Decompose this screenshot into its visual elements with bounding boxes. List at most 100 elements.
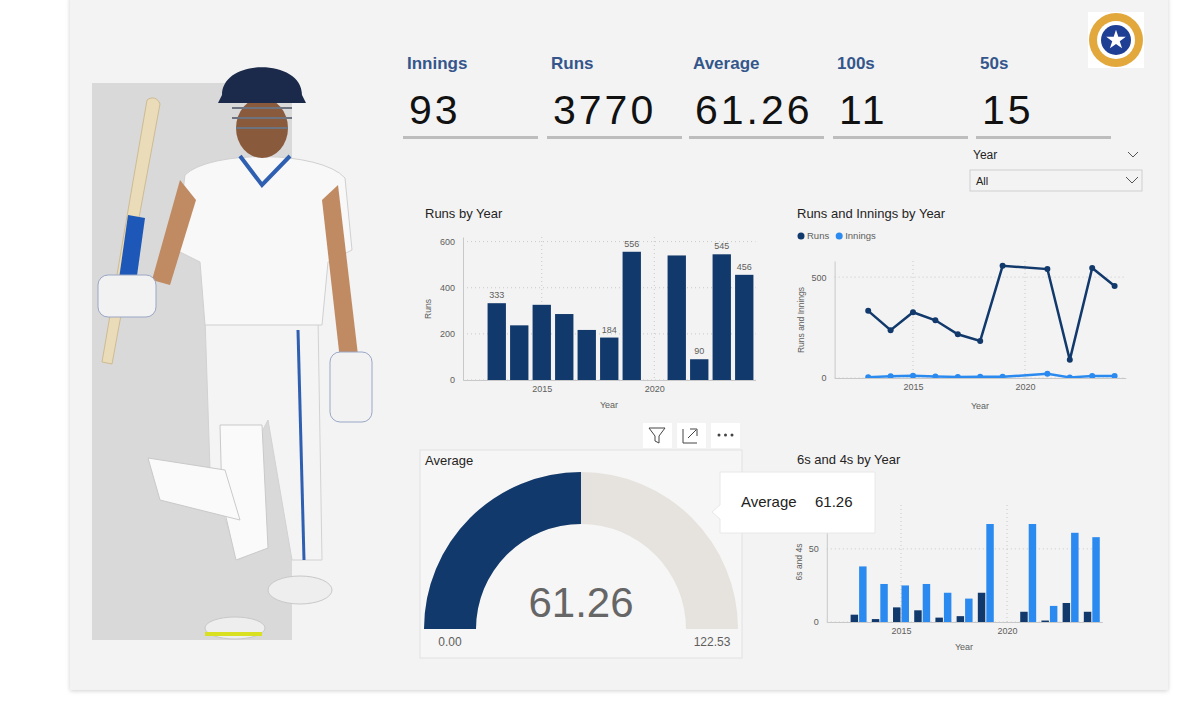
tooltip: Average 61.26 bbox=[712, 472, 875, 533]
bar bbox=[859, 566, 866, 622]
tick: 400 bbox=[440, 283, 463, 293]
bar bbox=[872, 619, 879, 622]
kpi-label: 100s bbox=[837, 54, 875, 73]
point bbox=[888, 373, 894, 378]
gauge-track bbox=[424, 472, 738, 629]
point bbox=[888, 327, 894, 333]
chart-title: 6s and 4s by Year bbox=[797, 452, 901, 467]
bar bbox=[986, 524, 993, 622]
kpi-value: 11 bbox=[839, 87, 888, 133]
data-label: 556 bbox=[624, 239, 639, 249]
data-label: 90 bbox=[694, 346, 704, 356]
point bbox=[955, 374, 961, 378]
more-options-button[interactable] bbox=[711, 423, 740, 448]
tick: 2015 bbox=[891, 622, 911, 636]
point bbox=[1000, 374, 1006, 378]
axis-line bbox=[464, 380, 757, 381]
grid-line bbox=[901, 505, 902, 622]
tick: 0 bbox=[450, 375, 463, 385]
slicer-selection[interactable]: All bbox=[976, 175, 988, 187]
tick-label: 0 bbox=[450, 375, 455, 385]
chart: Runs and Innings by Year201520200500Year… bbox=[796, 206, 1126, 411]
grid-line bbox=[835, 277, 1126, 278]
tick-label: 2020 bbox=[1015, 382, 1035, 392]
visual-header[interactable] bbox=[643, 423, 740, 448]
axis-title: Runs and Innings bbox=[796, 287, 806, 353]
data-label: 333 bbox=[489, 290, 504, 300]
slicer-label: Year bbox=[973, 148, 997, 162]
chart-title: Average bbox=[425, 453, 473, 468]
axis-line bbox=[463, 238, 464, 381]
kpi-card: Innings93 bbox=[403, 54, 538, 139]
slicer[interactable]: Year All bbox=[970, 148, 1142, 191]
kpi-underline bbox=[689, 136, 824, 139]
bar bbox=[957, 616, 964, 622]
dropdown[interactable] bbox=[970, 170, 1142, 191]
tick-label: 500 bbox=[812, 273, 827, 283]
kpi-underline bbox=[833, 136, 968, 139]
kpi-label: Innings bbox=[407, 54, 467, 73]
axis-line bbox=[835, 262, 836, 379]
grid-line bbox=[654, 237, 655, 380]
tooltip-label: Average bbox=[741, 493, 797, 510]
point bbox=[1000, 263, 1006, 269]
line bbox=[868, 374, 1114, 378]
point bbox=[910, 309, 916, 315]
bar bbox=[935, 618, 942, 622]
tick-label: 2015 bbox=[532, 384, 552, 394]
bar bbox=[914, 610, 921, 622]
axis-line bbox=[827, 622, 1103, 623]
point bbox=[955, 331, 961, 337]
tooltip-value: 61.26 bbox=[815, 493, 853, 510]
bar bbox=[1092, 537, 1099, 622]
bar bbox=[1071, 533, 1078, 622]
chevron[interactable] bbox=[1128, 152, 1138, 157]
point bbox=[1112, 373, 1118, 378]
axis: 0200400600 bbox=[440, 237, 464, 385]
tick: 2020 bbox=[1015, 378, 1035, 392]
kpi-label: Average bbox=[693, 54, 759, 73]
bar bbox=[623, 252, 641, 380]
kpi-underline bbox=[547, 136, 682, 139]
chart-title: Runs and Innings by Year bbox=[797, 206, 946, 221]
grid-line bbox=[827, 622, 1103, 623]
grid bbox=[463, 237, 756, 380]
grid-line bbox=[827, 548, 1103, 549]
focus-mode-button[interactable] bbox=[677, 423, 706, 448]
point bbox=[977, 338, 983, 344]
kpi-card: Runs3770 bbox=[547, 54, 682, 139]
kpi-underline bbox=[403, 136, 538, 139]
plot-area bbox=[488, 252, 754, 380]
bar bbox=[1063, 603, 1070, 622]
plot-area bbox=[851, 524, 1100, 622]
tick-label: 2020 bbox=[997, 626, 1017, 636]
filter-button[interactable] bbox=[643, 423, 672, 448]
point bbox=[865, 308, 871, 314]
point bbox=[1089, 373, 1095, 378]
legend: RunsInnings bbox=[798, 230, 877, 241]
bar bbox=[668, 255, 686, 380]
tick-label: 2015 bbox=[903, 382, 923, 392]
tick-label: 122.53 bbox=[694, 635, 731, 649]
tick-label: 2020 bbox=[645, 384, 665, 394]
tick: 2015 bbox=[532, 380, 552, 394]
line bbox=[868, 266, 1114, 360]
kpi-value: 15 bbox=[982, 87, 1034, 133]
axis-title: Year bbox=[971, 401, 989, 411]
legend-swatch bbox=[798, 233, 805, 240]
bar bbox=[690, 359, 708, 380]
kpi-underline bbox=[976, 136, 1111, 139]
grid-line bbox=[463, 287, 756, 288]
kpi-card: 50s15 bbox=[976, 54, 1111, 139]
axis-title: 6s and 4s bbox=[794, 544, 804, 581]
point bbox=[1112, 283, 1118, 289]
kpi-value: 61.26 bbox=[695, 87, 813, 133]
grid-line bbox=[913, 261, 914, 378]
axis-title: Year bbox=[600, 400, 618, 410]
grid-line bbox=[1007, 505, 1008, 622]
tick-label: 600 bbox=[440, 237, 455, 247]
tick: 2020 bbox=[997, 622, 1017, 636]
dashboard: Innings93Runs3770 Average 61.26 100s 11 50s15… bbox=[0, 0, 1188, 704]
bar bbox=[510, 325, 528, 380]
chevron[interactable] bbox=[1126, 177, 1138, 183]
